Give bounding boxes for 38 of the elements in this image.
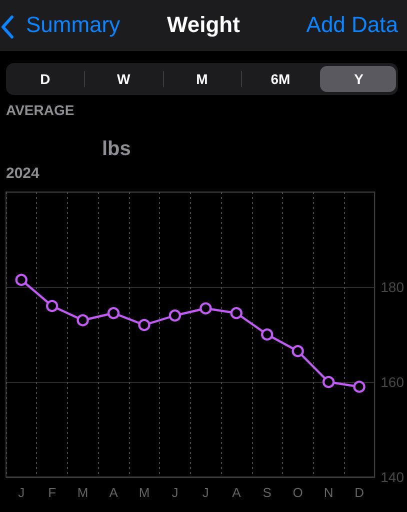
y-tick-label: 180 — [380, 279, 404, 295]
x-tick-label: D — [354, 485, 364, 500]
text: M — [196, 71, 208, 87]
text: lbs — [102, 138, 131, 160]
x-tick-label: M — [77, 485, 88, 500]
y-tick-label: 140 — [380, 469, 404, 485]
x-tick-label: A — [109, 485, 118, 500]
text: Summary — [26, 12, 120, 37]
point — [138, 318, 150, 332]
x-tick-label: S — [262, 485, 272, 500]
x-tick-label: J — [18, 485, 25, 500]
point — [292, 345, 304, 358]
text: Y — [354, 71, 364, 87]
text: AVERAGE — [6, 102, 74, 118]
x-tick-label: A — [232, 485, 242, 500]
x-tick-label: N — [324, 485, 334, 500]
point — [353, 380, 366, 393]
point — [107, 307, 120, 320]
y-tick-label: 160 — [380, 374, 404, 390]
text: 6M — [270, 71, 290, 87]
x-tick-label: O — [292, 485, 303, 500]
text: Add Data — [306, 12, 398, 37]
x-tick-label: M — [138, 485, 150, 500]
x-tick-label: F — [48, 485, 56, 500]
text: D — [40, 71, 50, 87]
point — [322, 376, 335, 388]
x-tick-label: J — [202, 485, 209, 500]
point — [15, 274, 28, 286]
text: W — [117, 71, 130, 87]
point — [200, 302, 212, 314]
point — [76, 314, 89, 326]
point — [168, 309, 182, 322]
point — [230, 307, 242, 320]
x-tick-label: J — [172, 485, 178, 500]
point — [261, 328, 274, 341]
point — [46, 300, 58, 312]
text: 2024 — [6, 165, 40, 182]
chart-title: Weight — [167, 12, 240, 37]
